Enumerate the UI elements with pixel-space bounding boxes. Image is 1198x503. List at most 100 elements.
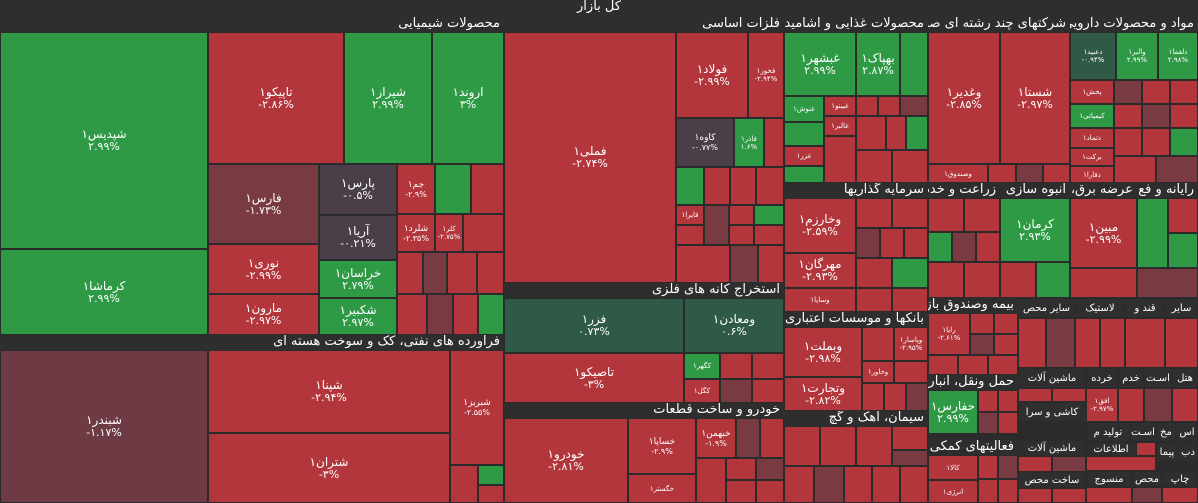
tile-minor[interactable]: [1142, 128, 1170, 156]
sector-header-agri[interactable]: زراعت و خدم: [928, 183, 1000, 198]
tile-jam[interactable]: جم۱ -۲.۹%: [397, 164, 435, 214]
tile-shekbir[interactable]: شکبیر۱ ۲.۹۷%: [319, 298, 397, 335]
sector-header-paper[interactable]: پیما: [1156, 442, 1178, 462]
tile-vtejarat[interactable]: وتجارت۱ -۲.۸۲%: [784, 377, 862, 411]
tile-minor[interactable]: [1170, 80, 1198, 104]
tile-minor[interactable]: [752, 353, 784, 379]
tile-minor[interactable]: [900, 96, 928, 116]
tile-minor[interactable]: [729, 225, 754, 245]
tile-minor[interactable]: [856, 150, 892, 183]
tile-minor[interactable]: [1165, 318, 1198, 368]
tile-arya[interactable]: آریا۱ -۰.۲۱%: [319, 215, 397, 260]
tile-minor[interactable]: [756, 458, 784, 480]
tile-minor[interactable]: [427, 294, 453, 335]
tile-vghadir[interactable]: وغدیر۱ -۲.۸۵%: [928, 32, 1000, 164]
tile-minor[interactable]: [978, 412, 998, 434]
sector-header-other[interactable]: سایر: [1165, 298, 1198, 318]
tile-minor[interactable]: [964, 262, 1000, 298]
tile-minor[interactable]: [958, 355, 988, 375]
tile-minor[interactable]: [856, 198, 892, 228]
tile-kala[interactable]: کلر۱ -۲.۷۵%: [435, 214, 463, 252]
tile-kegohar[interactable]: کگهر۱: [684, 353, 720, 379]
tile-minor[interactable]: [978, 455, 998, 479]
sector-header-sugar[interactable]: قند و: [1125, 298, 1165, 318]
tile-dabid[interactable]: دعبید۱ -۰.۹۴%: [1070, 32, 1116, 80]
tile-minor[interactable]: [453, 294, 478, 335]
tile-khbahman[interactable]: خبهمن۱ -۱.۹%: [696, 418, 736, 458]
tile-minor[interactable]: [1137, 198, 1168, 268]
tile-minor[interactable]: [1043, 164, 1070, 183]
tile-minor[interactable]: [754, 225, 784, 245]
tile-minor[interactable]: [726, 480, 756, 503]
sector-header-metals[interactable]: فلزات اساسی: [504, 17, 784, 32]
sector-header-deposit[interactable]: تولید م: [1086, 422, 1130, 442]
tile-minor[interactable]: [1016, 164, 1043, 183]
sector-header-publish[interactable]: اطلاعات: [1086, 442, 1136, 456]
tile-shasta[interactable]: شستا۱ -۲.۹۷%: [1000, 32, 1070, 164]
tile-khsapa[interactable]: خساپا۱ -۲.۹%: [628, 418, 696, 474]
tile-minor[interactable]: [1052, 456, 1086, 472]
tile-shpna[interactable]: شپنا۱ -۲.۹۴%: [208, 350, 450, 433]
tile-minor[interactable]: [906, 116, 928, 150]
tile-minor[interactable]: [862, 383, 884, 411]
tile-minor[interactable]: [736, 418, 760, 458]
tile-minor[interactable]: [814, 466, 844, 503]
tile-minor[interactable]: [704, 167, 730, 205]
tile-minor[interactable]: [978, 479, 998, 503]
tile-minor[interactable]: [1162, 487, 1198, 503]
tile-minor[interactable]: [397, 294, 427, 335]
tile-minor[interactable]: [1114, 128, 1142, 156]
sector-header-wood[interactable]: چاپ: [1162, 471, 1198, 487]
tile-minor[interactable]: [928, 198, 964, 232]
tile-minor[interactable]: [900, 32, 928, 96]
tile-minor[interactable]: [998, 479, 1018, 503]
tile-minor[interactable]: [726, 458, 756, 480]
tile-pakhsh[interactable]: پخش۱: [1070, 80, 1114, 104]
tile-valbar[interactable]: والبر۱ ۲.۹۹%: [1116, 32, 1158, 80]
tile-pars[interactable]: پارس۱ -۰.۵%: [319, 164, 397, 215]
tile-minor[interactable]: [1125, 318, 1165, 368]
tile-shbandar[interactable]: شبندر۱ -۱.۱۷%: [0, 350, 208, 503]
tile-minor[interactable]: [844, 466, 872, 503]
sector-header-insurance[interactable]: بیمه وصندوق باز: [928, 298, 1018, 313]
tile-minor[interactable]: [998, 412, 1018, 434]
sector-header-it[interactable]: رایانه و فع: [1137, 183, 1198, 198]
tile-minor[interactable]: [784, 122, 824, 146]
tile-minor[interactable]: [856, 228, 880, 258]
tile-rapa[interactable]: رایا۱ -۲.۶۱%: [928, 313, 970, 355]
tile-arvand[interactable]: اروند۱ ۳%: [432, 32, 504, 164]
tile-minor[interactable]: [397, 252, 423, 294]
tile-kimiayi[interactable]: کیمیاتی۱: [1070, 104, 1114, 128]
tile-minor[interactable]: [892, 198, 928, 228]
tile-minor[interactable]: [970, 313, 994, 334]
tile-minor[interactable]: [720, 379, 752, 403]
sector-header-pharma[interactable]: مواد و محصولات دارویی: [1070, 17, 1198, 32]
tile-minor[interactable]: [906, 383, 928, 411]
tile-minor[interactable]: [1168, 233, 1198, 268]
tile-vsandoq[interactable]: وصندوق۱: [928, 164, 988, 183]
tile-fameli[interactable]: فملی۱ -۲.۷۴%: [504, 32, 676, 283]
tile-minor[interactable]: [928, 262, 964, 298]
tile-minor[interactable]: [884, 383, 906, 411]
tile-behpak[interactable]: بهپاک۱ ۲.۸۷%: [856, 32, 900, 96]
tile-minor[interactable]: [784, 166, 824, 183]
tile-vkhavar[interactable]: وخاور۱: [862, 361, 894, 383]
tile-minor[interactable]: [988, 164, 1016, 183]
sector-header-machinery2[interactable]: ماشین آلات: [1018, 440, 1086, 456]
tile-mabin[interactable]: مبین۱ -۲.۹۹%: [1070, 198, 1137, 268]
tile-minor[interactable]: [478, 485, 504, 503]
tile-minor[interactable]: [1172, 388, 1198, 422]
tile-ghbino[interactable]: غبینو۱: [824, 96, 856, 116]
tile-minor[interactable]: [1132, 487, 1162, 503]
tile-minor[interactable]: [676, 225, 704, 245]
tile-minor[interactable]: [478, 465, 504, 485]
tile-minor[interactable]: [1118, 388, 1144, 422]
tile-minor[interactable]: [998, 390, 1018, 412]
tile-kermasha[interactable]: کرماشا۱ ۲.۹۹%: [0, 249, 208, 335]
tile-minor[interactable]: [900, 466, 928, 503]
tile-kerman[interactable]: کرمان۱ ۲.۹۳%: [1000, 198, 1070, 262]
tile-minor[interactable]: [928, 232, 952, 262]
sector-header-textile[interactable]: منسوج: [1086, 471, 1132, 487]
tile-minor[interactable]: [976, 232, 1000, 262]
tile-minor[interactable]: [978, 390, 998, 412]
